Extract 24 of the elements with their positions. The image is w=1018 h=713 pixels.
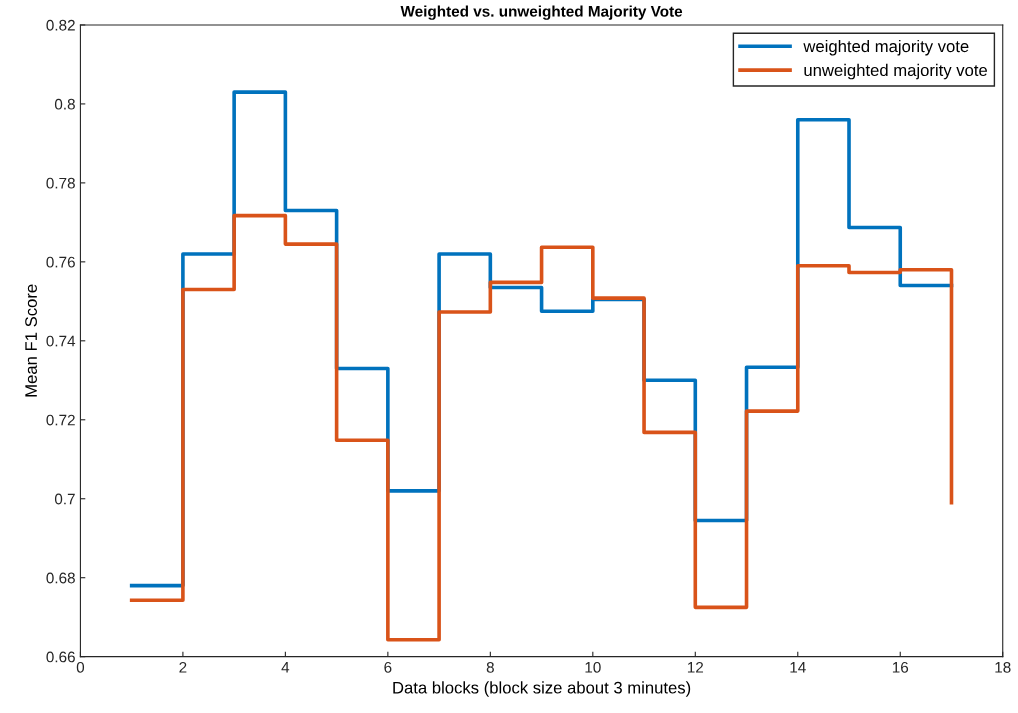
y-tick-label: 0.8 — [54, 98, 75, 110]
y-tick-label: 0.74 — [46, 335, 76, 347]
y-tick-label: 0.82 — [46, 19, 75, 31]
y-tick-label: 0.72 — [46, 414, 75, 426]
y-tick-label: 0.78 — [46, 177, 75, 189]
x-tick-label: 16 — [892, 661, 909, 673]
x-tick-label: 10 — [585, 661, 601, 673]
x-tick-label: 18 — [995, 661, 1011, 673]
y-tick-label: 0.76 — [46, 256, 75, 268]
x-axis-title: Data blocks (block size about 3 minutes) — [393, 681, 691, 697]
x-tick-label: 4 — [281, 662, 290, 673]
chart-title: Weighted vs. unweighted Majority Vote — [400, 5, 683, 20]
x-tick-label: 14 — [790, 662, 806, 673]
x-tick-label: 0 — [76, 661, 85, 673]
x-tick-label: 6 — [384, 661, 392, 673]
legend-label: weighted majority vote — [803, 39, 969, 56]
x-tick-label: 8 — [486, 661, 494, 673]
y-tick-label: 0.66 — [46, 651, 75, 663]
y-tick-label: 0.7 — [54, 493, 75, 505]
x-tick-label: 2 — [179, 661, 187, 673]
y-axis-title: Mean F1 Score — [25, 284, 37, 397]
x-tick-label: 12 — [687, 661, 704, 673]
legend-label: unweighted majority vote — [804, 63, 987, 80]
y-tick-label: 0.68 — [46, 572, 75, 584]
